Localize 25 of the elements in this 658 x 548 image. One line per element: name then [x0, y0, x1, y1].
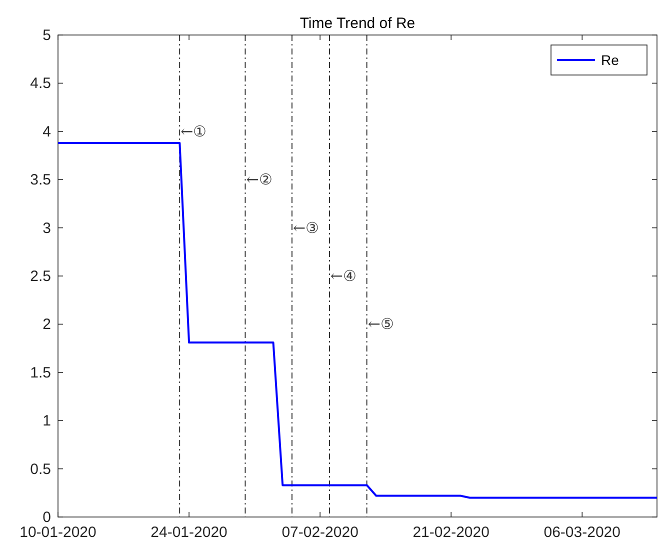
chart-title: Time Trend of Re: [300, 15, 416, 32]
legend: Re: [550, 44, 648, 76]
y-tick-label: 1: [42, 412, 51, 430]
y-tick-label: 4: [42, 123, 51, 140]
line-series: [57, 142, 658, 499]
annotation: ←⑤: [368, 315, 394, 334]
y-tick-label: 5: [42, 27, 51, 44]
legend-label: Re: [601, 52, 620, 68]
x-tick-label: 07-02-2020: [282, 524, 358, 541]
y-tick-label: 1.5: [30, 364, 51, 382]
y-tick-label: 2.5: [30, 268, 51, 285]
annotation: ←③: [292, 218, 319, 237]
y-tick-label: 3.5: [30, 172, 51, 189]
x-tick-label: 10-01-2020: [20, 524, 96, 541]
y-tick-label: 3: [42, 220, 51, 237]
annotation: ←④: [330, 267, 356, 285]
annotation: ←②: [246, 170, 272, 189]
y-tick-label: 0.5: [30, 460, 51, 478]
x-tick-label: 21-02-2020: [412, 524, 490, 541]
x-tick-label: 06-03-2020: [544, 524, 620, 541]
annotation: ←①: [180, 122, 206, 140]
y-tick-label: 0: [42, 509, 51, 526]
y-tick-label: 2: [42, 316, 51, 334]
y-tick-label: 4.5: [30, 75, 51, 92]
x-tick-label: 24-01-2020: [150, 524, 228, 541]
